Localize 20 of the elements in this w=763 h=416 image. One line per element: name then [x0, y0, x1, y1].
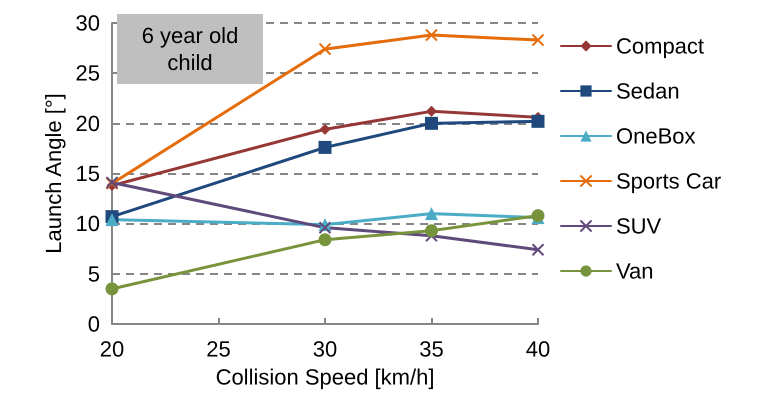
- y-tick-label: 30: [76, 10, 100, 36]
- legend-label: Sports Car: [616, 168, 722, 194]
- legend-label: Sedan: [616, 78, 680, 104]
- y-tick-label: 25: [76, 60, 100, 86]
- x-tick-label: 35: [419, 336, 444, 362]
- y-tick-label: 0: [88, 312, 100, 336]
- annotation: 6 year old child: [117, 14, 263, 84]
- x-axis-title: Collision Speed [km/h]: [216, 364, 434, 390]
- x-tick-label: 30: [312, 336, 338, 362]
- y-tick-label: 20: [76, 110, 100, 136]
- y-tick-label: 5: [88, 261, 100, 286]
- legend-label: OneBox: [616, 124, 696, 148]
- legend-label: Compact: [616, 34, 704, 58]
- y-tick-label: 15: [76, 161, 100, 186]
- x-tick-label: 40: [526, 336, 550, 362]
- x-tick-label: 25: [206, 336, 231, 362]
- legend-label: Van: [616, 258, 654, 284]
- y-tick-label: 10: [76, 211, 100, 236]
- y-axis-title: Launch Angle [°]: [41, 93, 66, 254]
- legend-label: SUV: [616, 214, 662, 238]
